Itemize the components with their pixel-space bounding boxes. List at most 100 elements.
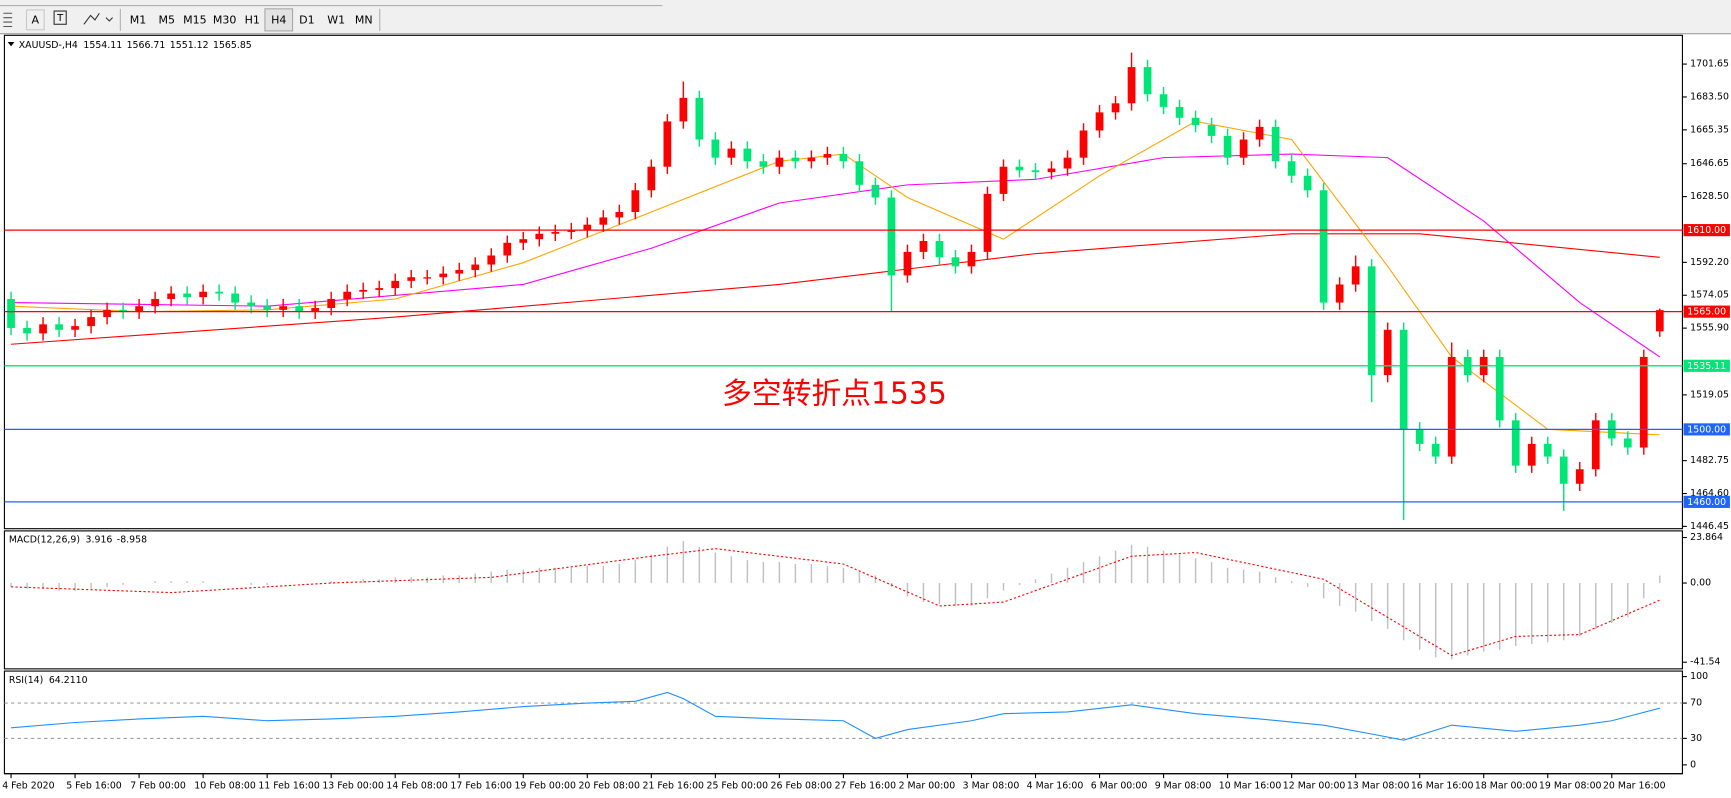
timeframe-button[interactable]: H4 [271, 13, 286, 26]
candle-body [855, 161, 864, 185]
rsi-line [10, 691, 1660, 741]
timeframe-button[interactable]: M1 [130, 13, 147, 26]
candle-body [1399, 329, 1408, 430]
candle-body [1239, 139, 1248, 158]
timeframe-button[interactable]: MN [355, 13, 373, 26]
level-label-bg [1683, 359, 1730, 372]
moving-average [11, 120, 1660, 436]
header-value: 1566.71 [127, 40, 166, 51]
candle-body [167, 293, 175, 299]
candle-body [663, 121, 672, 167]
candle-body [71, 326, 79, 330]
candle-body [1127, 67, 1136, 104]
candle-body [871, 184, 880, 198]
candle-body [1415, 429, 1424, 444]
candle-body [55, 324, 63, 330]
candle-body [1511, 420, 1520, 466]
y-tick-label: 1646.65 [1690, 158, 1729, 169]
y-tick-label: 1482.75 [1690, 455, 1729, 466]
candle-body [791, 157, 800, 162]
candle-body [231, 293, 240, 303]
label-tool-icon[interactable] [53, 10, 67, 25]
x-tick-label: 5 Feb 16:00 [66, 780, 122, 791]
candle-body [503, 242, 512, 256]
level-label: 1610.00 [1687, 225, 1726, 236]
y-tick-label: 0.00 [1690, 578, 1711, 589]
candle-body [599, 217, 608, 225]
timeframe-active-bg [264, 8, 294, 32]
x-tick-label: 2 Mar 00:00 [899, 780, 956, 791]
candle-body [215, 291, 223, 294]
y-tick-label: 30 [1690, 733, 1702, 744]
arrow-tool-icon[interactable] [83, 12, 113, 25]
candle-body [951, 257, 960, 267]
x-tick-label: 6 Mar 00:00 [1091, 780, 1148, 791]
x-tick-label: 3 Mar 08:00 [963, 780, 1020, 791]
timeframe-button[interactable]: D1 [299, 13, 315, 26]
candle-body [823, 154, 832, 158]
candle-body [1255, 126, 1264, 140]
candle-body [1159, 94, 1168, 107]
candle-body [1319, 190, 1328, 303]
candle-body [743, 148, 752, 162]
candle-body [519, 239, 528, 243]
pane-header: XAUUSD-,H4 1554.11 1566.71 1551.12 1565.85 [19, 40, 252, 51]
candle-body [87, 317, 95, 327]
candle-body [807, 157, 816, 162]
candle-body [615, 212, 624, 218]
candle-body [1559, 456, 1568, 484]
candle-body [1095, 112, 1104, 131]
candle-body [247, 302, 256, 307]
candle-body [1047, 168, 1056, 173]
x-tick-label: 13 Mar 08:00 [1347, 780, 1410, 791]
candle-body [1287, 161, 1296, 176]
candle-body [935, 240, 944, 258]
candle-body [1639, 356, 1648, 448]
candle-body [23, 327, 31, 334]
y-tick-label: 1446.45 [1690, 521, 1729, 532]
x-tick-label: 11 Feb 16:00 [258, 780, 320, 791]
timeframe-button[interactable]: M15 [183, 13, 207, 26]
header-value: -8.958 [117, 534, 147, 545]
text-tool-button[interactable] [25, 9, 45, 31]
timeframe-button[interactable]: M5 [158, 13, 175, 26]
timeframe-button[interactable]: W1 [327, 13, 345, 26]
timeframe-button[interactable]: H1 [245, 13, 260, 26]
candle-body [343, 291, 352, 299]
level-label: 1535.11 [1687, 361, 1726, 372]
y-tick-label: 23.864 [1690, 532, 1723, 543]
x-tick-label: 4 Mar 16:00 [1027, 780, 1084, 791]
tool-label[interactable]: A [32, 13, 40, 26]
candle-body [1591, 420, 1600, 470]
candle-body [551, 231, 560, 234]
candle-body [839, 154, 848, 162]
pane-title: XAUUSD-,H4 [19, 40, 78, 51]
candle-body [967, 251, 976, 267]
candle-body [1655, 310, 1664, 332]
header-value: 64.2110 [49, 674, 88, 685]
x-tick-label: 18 Mar 00:00 [1475, 780, 1538, 791]
x-tick-label: 26 Feb 08:00 [771, 780, 833, 791]
dropdown-icon[interactable] [7, 41, 15, 47]
candle-body [135, 306, 143, 312]
candle-body [919, 240, 928, 252]
candle-body [391, 280, 400, 289]
timeframe-button[interactable]: M30 [213, 13, 237, 26]
y-tick-label: 1592.20 [1690, 257, 1729, 268]
candle-body [327, 298, 336, 309]
candle-body [375, 288, 384, 290]
y-tick-label: 1683.50 [1690, 91, 1729, 102]
x-tick-label: 10 Feb 08:00 [194, 780, 256, 791]
y-tick-label: 1519.05 [1690, 389, 1729, 400]
candle-body [1495, 356, 1504, 421]
candle-body [775, 157, 784, 167]
candle-body [263, 306, 272, 310]
toolbar: T A M1 M5 M15 M30 H1 H4 D1 W1 MN [0, 0, 1731, 35]
candle-body [487, 255, 496, 265]
header-value: 1565.85 [213, 40, 252, 51]
candle-body [1031, 170, 1040, 173]
x-tick-label: 27 Feb 16:00 [835, 780, 897, 791]
candle-body [1383, 329, 1392, 376]
grip-icon [3, 12, 13, 28]
candle-body [567, 230, 576, 232]
